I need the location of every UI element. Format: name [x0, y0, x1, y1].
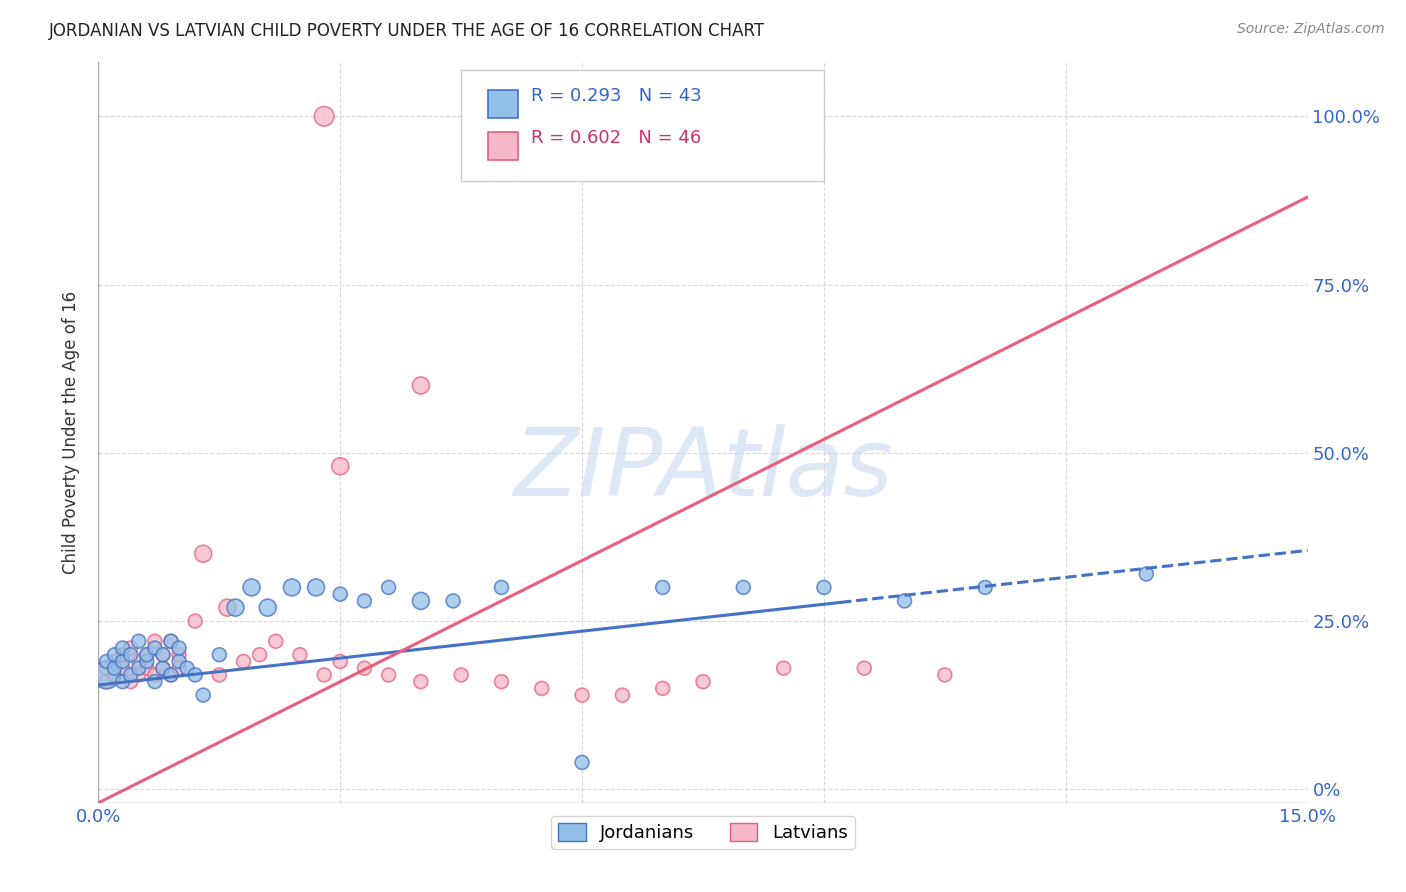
Point [152, 661, 174, 675]
Point [120, 674, 142, 689]
Point [409, 674, 432, 689]
Point [143, 640, 166, 655]
Point [853, 661, 876, 675]
Point [692, 674, 714, 689]
FancyBboxPatch shape [461, 70, 824, 181]
Point [530, 681, 553, 696]
Point [377, 581, 399, 595]
FancyBboxPatch shape [488, 90, 517, 118]
Point [103, 648, 125, 662]
Point [167, 655, 190, 669]
Point [111, 674, 134, 689]
Point [1135, 566, 1157, 581]
FancyBboxPatch shape [488, 132, 517, 161]
Point [128, 661, 150, 675]
Y-axis label: Child Poverty Under the Age of 16: Child Poverty Under the Age of 16 [62, 291, 80, 574]
Point [651, 681, 673, 696]
Point [167, 648, 190, 662]
Point [224, 600, 246, 615]
Point [733, 581, 755, 595]
Point [256, 600, 278, 615]
Point [217, 600, 239, 615]
Point [314, 109, 336, 123]
Point [329, 459, 352, 474]
Point [305, 581, 328, 595]
Point [120, 668, 142, 682]
Point [160, 634, 183, 648]
Point [120, 648, 142, 662]
Point [103, 668, 125, 682]
Point [409, 378, 432, 392]
Text: JORDANIAN VS LATVIAN CHILD POVERTY UNDER THE AGE OF 16 CORRELATION CHART: JORDANIAN VS LATVIAN CHILD POVERTY UNDER… [49, 22, 765, 40]
Point [974, 581, 997, 595]
Point [135, 661, 157, 675]
Point [128, 634, 150, 648]
Point [160, 668, 183, 682]
Point [135, 655, 157, 669]
Point [893, 594, 915, 608]
Point [193, 547, 215, 561]
Point [152, 648, 174, 662]
Point [111, 661, 134, 675]
Point [167, 661, 190, 675]
Point [184, 668, 207, 682]
Point [103, 661, 125, 675]
Point [612, 688, 634, 702]
Text: Source: ZipAtlas.com: Source: ZipAtlas.com [1237, 22, 1385, 37]
Point [491, 581, 513, 595]
Point [184, 614, 207, 628]
Point [240, 581, 263, 595]
Point [160, 668, 183, 682]
Point [571, 756, 593, 770]
Text: ZIPAtlas: ZIPAtlas [513, 424, 893, 516]
Point [120, 640, 142, 655]
Point [193, 688, 215, 702]
Point [264, 634, 287, 648]
Point [409, 594, 432, 608]
Text: R = 0.602   N = 46: R = 0.602 N = 46 [531, 129, 702, 147]
Point [96, 668, 118, 682]
Point [288, 648, 311, 662]
Point [160, 634, 183, 648]
Point [772, 661, 794, 675]
Point [103, 655, 125, 669]
Point [232, 655, 254, 669]
Point [329, 587, 352, 601]
Point [651, 581, 673, 595]
Point [249, 648, 271, 662]
Point [353, 594, 375, 608]
Point [111, 648, 134, 662]
Point [96, 674, 118, 689]
Point [377, 668, 399, 682]
Point [813, 581, 835, 595]
Point [167, 640, 190, 655]
Point [491, 674, 513, 689]
Point [143, 674, 166, 689]
Point [441, 594, 464, 608]
Point [353, 661, 375, 675]
Point [96, 655, 118, 669]
Point [128, 655, 150, 669]
Point [111, 655, 134, 669]
Point [934, 668, 956, 682]
Point [176, 661, 198, 675]
Point [111, 640, 134, 655]
Point [281, 581, 304, 595]
Point [135, 648, 157, 662]
Point [152, 661, 174, 675]
Legend: Jordanians, Latvians: Jordanians, Latvians [551, 815, 855, 849]
Point [143, 668, 166, 682]
Point [96, 661, 118, 675]
Point [135, 648, 157, 662]
Point [152, 648, 174, 662]
Text: R = 0.293   N = 43: R = 0.293 N = 43 [531, 87, 702, 104]
Point [208, 668, 231, 682]
Point [329, 655, 352, 669]
Point [314, 668, 336, 682]
Point [450, 668, 472, 682]
Point [143, 634, 166, 648]
Point [208, 648, 231, 662]
Point [128, 668, 150, 682]
Point [571, 688, 593, 702]
